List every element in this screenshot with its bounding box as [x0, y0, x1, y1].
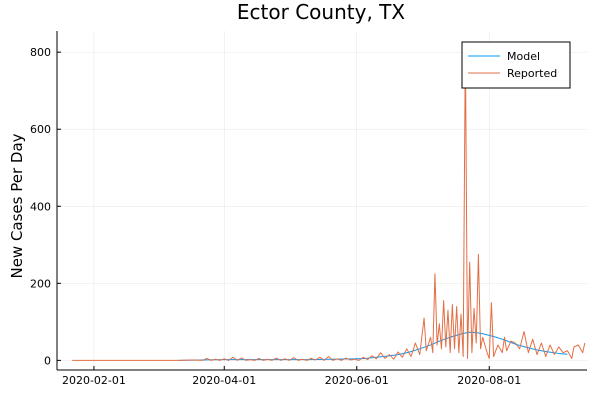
legend-box [461, 41, 571, 89]
x-tick-label: 2020-06-01 [325, 374, 389, 387]
x-tick-label: 2020-08-01 [457, 374, 521, 387]
y-tick-label: 800 [30, 46, 51, 59]
legend: Model Reported [461, 41, 571, 89]
legend-label-model: Model [507, 50, 540, 63]
x-tick-label: 2020-02-01 [62, 374, 126, 387]
legend-label-reported: Reported [507, 67, 557, 80]
chart-title: Ector County, TX [237, 0, 405, 24]
series-line-reported [72, 42, 586, 361]
x-tick-label: 2020-04-01 [192, 374, 256, 387]
y-tick-label: 0 [44, 354, 51, 367]
y-tick-label: 200 [30, 277, 51, 290]
y-tick-label: 400 [30, 200, 51, 213]
series-layer [72, 42, 586, 361]
y-tick-label: 600 [30, 123, 51, 136]
axes: 2020-02-01 2020-04-01 2020-06-01 2020-08-01… [30, 31, 587, 387]
y-axis-title: New Cases Per Day [8, 133, 26, 278]
